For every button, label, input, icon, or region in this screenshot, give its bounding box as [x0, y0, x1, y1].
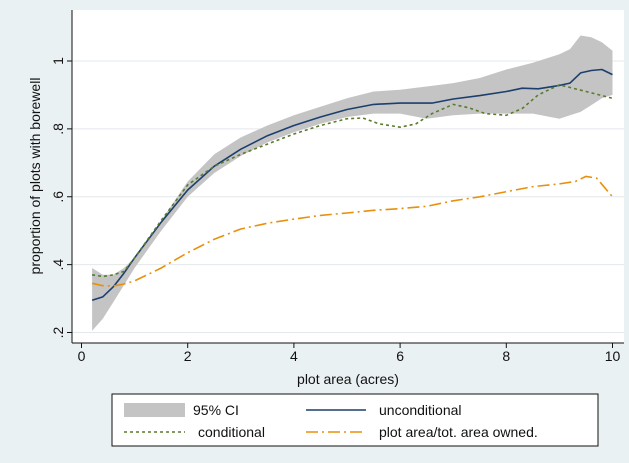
x-tick-label: 10 [605, 348, 621, 364]
legend-label-ratio: plot area/tot. area owned. [379, 424, 538, 440]
x-tick-label: 4 [290, 348, 298, 364]
y-tick-label: .6 [50, 191, 66, 203]
y-axis-title: proportion of plots with borewell [27, 78, 43, 275]
x-axis-title: plot area (acres) [297, 371, 399, 387]
legend-box [111, 393, 599, 447]
series-layer [91, 68, 614, 302]
x-tick-label: 0 [78, 348, 86, 364]
series-line-unconditional [91, 68, 613, 302]
y-tick-label: .2 [50, 326, 66, 338]
series-line-plot-area-tot-area-owned [91, 175, 614, 287]
grid-lines [72, 60, 624, 333]
legend-label-conditional: conditional [198, 424, 265, 440]
y-tick-label: .4 [50, 259, 66, 271]
ci-band [92, 35, 613, 331]
axis-ticks: .2.4.6.810 2 4 6 8 10 [50, 57, 620, 364]
y-tick-label: .8 [50, 123, 66, 135]
x-tick-label: 6 [396, 348, 404, 364]
legend-label-unconditional: unconditional [379, 402, 462, 418]
x-tick-label: 2 [184, 348, 192, 364]
legend: 95% CI unconditional conditional plot ar… [111, 393, 599, 447]
series-line-conditional [91, 84, 613, 278]
ci-band-layer [92, 35, 613, 331]
y-tick-label: 1 [50, 57, 66, 65]
legend-label-ci: 95% CI [193, 402, 239, 418]
legend-swatch-ci [124, 403, 185, 417]
x-tick-label: 8 [502, 348, 510, 364]
plot-area [72, 10, 624, 343]
